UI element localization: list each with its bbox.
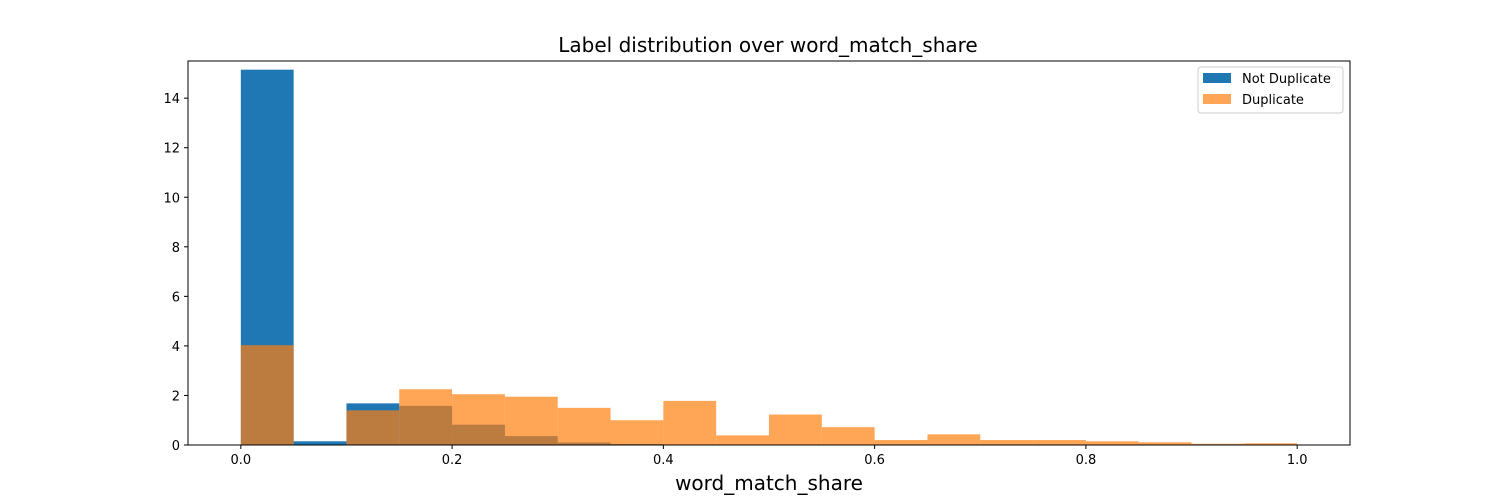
plot-frame [187, 60, 1351, 446]
bar-duplicate-8 [663, 400, 717, 445]
bar-duplicate-17 [1138, 442, 1192, 445]
x-axis-label: word_match_share [675, 471, 863, 495]
bar-duplicate-4 [452, 394, 505, 445]
y-tick-label: 4 [172, 340, 180, 355]
x-tick-label: 0.8 [1076, 453, 1097, 468]
bar-duplicate-11 [821, 427, 875, 445]
bar-duplicate-0 [240, 345, 294, 445]
y-tick-label: 14 [163, 92, 180, 107]
bar-duplicate-9 [716, 435, 769, 445]
legend: Not Duplicate Duplicate [1197, 66, 1344, 114]
bar-duplicate-15 [1033, 440, 1086, 445]
bar-duplicate-18 [1191, 443, 1245, 445]
bar-duplicate-13 [927, 434, 981, 445]
y-tick-label: 6 [172, 290, 180, 305]
x-tick-label: 0.0 [230, 453, 251, 468]
bar-duplicate-2 [346, 410, 400, 445]
bar-duplicate-3 [399, 389, 453, 445]
bar-duplicate-6 [557, 407, 611, 445]
y-tick-label: 0 [172, 439, 180, 454]
bar-duplicate-19 [1244, 443, 1298, 445]
bar-duplicate-7 [610, 420, 664, 445]
x-tick-label: 0.2 [442, 453, 463, 468]
bar-duplicate-12 [874, 440, 928, 445]
x-tick-label: 0.4 [653, 453, 674, 468]
y-tick-label: 12 [163, 142, 180, 157]
legend-swatch-duplicate [1203, 94, 1231, 104]
legend-label-not-duplicate: Not Duplicate [1242, 72, 1331, 87]
legend-frame [1197, 66, 1344, 114]
y-tick-label: 8 [172, 241, 180, 256]
bars-layer [240, 69, 1298, 446]
legend-label-duplicate: Duplicate [1242, 93, 1304, 108]
legend-swatch-not-duplicate [1203, 73, 1231, 83]
x-tick-label: 1.0 [1287, 453, 1308, 468]
x-axis: 0.0 0.2 0.4 0.6 0.8 1.0 [230, 445, 1308, 468]
bar-duplicate-14 [980, 440, 1034, 445]
bar-duplicate-5 [504, 396, 558, 445]
bar-duplicate-16 [1085, 441, 1139, 445]
chart-title: Label distribution over word_match_share [558, 33, 977, 57]
y-tick-label: 10 [163, 191, 180, 206]
y-tick-label: 2 [172, 389, 180, 404]
bar-duplicate-10 [769, 414, 822, 445]
y-axis: 0 2 4 6 8 10 12 14 [163, 92, 188, 454]
bar-not-duplicate-1 [293, 441, 347, 445]
x-tick-label: 0.6 [864, 453, 885, 468]
